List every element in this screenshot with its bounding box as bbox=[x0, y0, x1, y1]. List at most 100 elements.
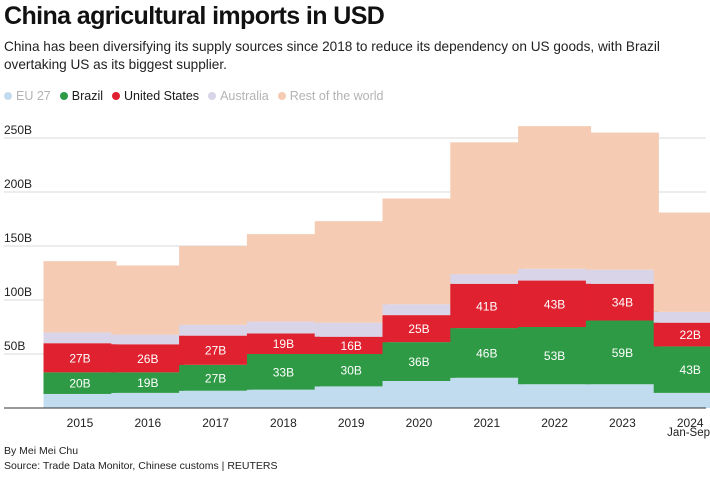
x-tick-sublabel: Jan-Sept bbox=[667, 427, 710, 439]
legend-label: United States bbox=[124, 89, 200, 103]
bar-segment bbox=[111, 392, 185, 408]
bar-segment bbox=[43, 372, 117, 394]
byline: By Mei Mei Chu bbox=[4, 445, 79, 457]
y-tick-label: 250B bbox=[4, 123, 32, 137]
data-label: 26B bbox=[137, 352, 158, 366]
legend-swatch bbox=[112, 92, 121, 100]
bar-segment bbox=[382, 342, 456, 381]
bar-segment bbox=[246, 354, 320, 390]
legend-item: EU 27 bbox=[4, 89, 51, 103]
bar-segment bbox=[246, 234, 320, 322]
bar-segment bbox=[179, 364, 253, 391]
legend-item: Brazil bbox=[59, 89, 104, 103]
bar-segment bbox=[585, 320, 659, 385]
data-label: 43B bbox=[544, 297, 565, 311]
stacked-bar-chart: 50B 100B 150B 200B 250B 20B 27B 2015 19B 26B 2016 2… bbox=[4, 123, 710, 439]
bar-segment bbox=[179, 324, 253, 336]
data-label: 25B bbox=[408, 322, 429, 336]
bar-segment bbox=[314, 354, 388, 387]
legend-item: United States bbox=[112, 89, 199, 103]
legend-swatch bbox=[59, 92, 68, 100]
bar-segment bbox=[179, 390, 253, 408]
legend-label: Rest of the world bbox=[289, 89, 384, 103]
chart-subtitle: China has been diversifying its supply s… bbox=[4, 39, 660, 72]
chart-legend: EU 27 Brazil United States Australia Rest of… bbox=[4, 89, 393, 103]
data-label: 19B bbox=[137, 376, 158, 390]
bar-segment bbox=[518, 384, 592, 408]
y-tick-label: 200B bbox=[4, 177, 32, 191]
data-label: 33B bbox=[273, 365, 294, 379]
data-label: 27B bbox=[205, 344, 226, 358]
data-label: 30B bbox=[341, 364, 362, 378]
data-label: 34B bbox=[612, 296, 633, 310]
bar-segment bbox=[43, 343, 117, 373]
data-label: 43B bbox=[680, 363, 701, 377]
bar-segment bbox=[585, 384, 659, 408]
data-label: 59B bbox=[612, 346, 633, 360]
bar-segment bbox=[450, 283, 524, 329]
bar-segment bbox=[179, 335, 253, 365]
bar-segment bbox=[382, 315, 456, 343]
bar-segment bbox=[111, 334, 185, 345]
bar-segment bbox=[585, 269, 659, 284]
bar-segment bbox=[246, 333, 320, 354]
data-label: 16B bbox=[341, 339, 362, 353]
y-tick-label: 50B bbox=[4, 339, 25, 353]
x-tick-label: 2022 bbox=[541, 416, 568, 430]
legend-label: Brazil bbox=[71, 89, 104, 103]
bar-segment bbox=[450, 377, 524, 408]
chart-title: China agricultural imports in USD bbox=[4, 2, 385, 30]
bar-segment bbox=[518, 126, 592, 269]
legend-item: Rest of the world bbox=[277, 89, 384, 103]
bar-segment bbox=[518, 268, 592, 281]
bar-segment bbox=[111, 372, 185, 393]
x-tick-label: 2017 bbox=[202, 416, 229, 430]
x-tick-label: 2019 bbox=[338, 416, 365, 430]
x-tick-label: 2021 bbox=[473, 416, 500, 430]
bar-segment bbox=[246, 389, 320, 408]
bar-segment bbox=[382, 198, 456, 305]
bar-segment bbox=[43, 393, 117, 408]
x-tick-label: 2018 bbox=[270, 416, 297, 430]
bar-segment bbox=[314, 221, 388, 323]
bar-segment bbox=[653, 322, 710, 347]
bar-segment bbox=[111, 265, 185, 335]
bar-segment bbox=[314, 336, 388, 354]
data-label: 53B bbox=[544, 349, 565, 363]
x-tick-label: 2023 bbox=[609, 416, 636, 430]
bar-segment bbox=[314, 322, 388, 337]
x-tick-label: 2020 bbox=[406, 416, 433, 430]
data-label: 27B bbox=[205, 371, 226, 385]
legend-swatch bbox=[208, 92, 217, 100]
legend-item: Australia bbox=[208, 89, 269, 103]
bar-segment bbox=[382, 381, 456, 408]
bar-segment bbox=[111, 344, 185, 373]
bar-segment bbox=[382, 304, 456, 316]
bar-segment bbox=[653, 212, 710, 312]
bar-segment bbox=[450, 142, 524, 275]
bar-segment bbox=[518, 280, 592, 327]
y-tick-label: 100B bbox=[4, 285, 32, 299]
bar-segment bbox=[653, 392, 710, 408]
x-tick-label: 2024 bbox=[677, 416, 704, 430]
bar-segment bbox=[179, 246, 253, 325]
data-label: 41B bbox=[476, 299, 497, 313]
legend-label: EU 27 bbox=[16, 89, 51, 103]
bar-segment bbox=[585, 283, 659, 321]
legend-swatch bbox=[4, 92, 12, 100]
data-label: 46B bbox=[476, 346, 497, 360]
y-tick-label: 150B bbox=[4, 231, 32, 245]
legend-label: Australia bbox=[220, 89, 269, 103]
bar-segment bbox=[43, 261, 117, 333]
x-tick-label: 2016 bbox=[134, 416, 161, 430]
bar-segment bbox=[653, 346, 710, 393]
bar-segment bbox=[450, 274, 524, 284]
bar-segment bbox=[314, 386, 388, 408]
data-label: 19B bbox=[273, 337, 294, 351]
bar-segment bbox=[43, 332, 117, 344]
source-note: Source: Trade Data Monitor, Chinese cust… bbox=[4, 460, 278, 472]
bar-segment bbox=[450, 328, 524, 378]
bar-segment bbox=[653, 311, 710, 323]
data-label: 22B bbox=[680, 328, 701, 342]
bar-segment bbox=[585, 132, 659, 270]
